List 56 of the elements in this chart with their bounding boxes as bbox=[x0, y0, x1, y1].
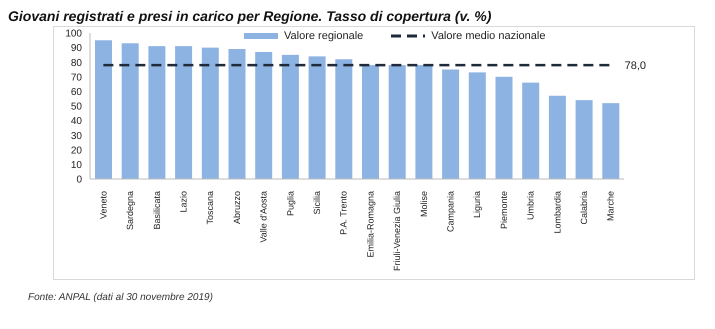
bar bbox=[255, 52, 272, 179]
y-tick-label: 10 bbox=[70, 160, 82, 171]
data-label: 78,0 bbox=[624, 60, 646, 72]
bar bbox=[362, 65, 379, 179]
source-note: Fonte: ANPAL (dati al 30 novembre 2019) bbox=[28, 292, 214, 303]
x-tick-label: Basilicata bbox=[152, 191, 162, 230]
x-tick-label: Lombardia bbox=[552, 191, 562, 234]
y-tick-label: 20 bbox=[70, 145, 82, 156]
bar bbox=[496, 76, 512, 179]
bar bbox=[442, 70, 460, 179]
bar bbox=[282, 54, 299, 179]
bar bbox=[95, 40, 112, 179]
y-tick-label: 90 bbox=[70, 43, 82, 54]
bar bbox=[576, 100, 593, 179]
x-tick-label: Lazio bbox=[178, 191, 188, 213]
x-tick-label: Veneto bbox=[98, 191, 108, 220]
x-tick-label: Umbria bbox=[526, 191, 536, 220]
x-tick-label: Abruzzo bbox=[232, 191, 242, 224]
x-tick-label: Friuli-Venezia Giulia bbox=[392, 191, 402, 272]
bar bbox=[468, 72, 486, 179]
x-tick-label: Sardegna bbox=[125, 191, 136, 230]
bar bbox=[415, 65, 432, 179]
y-tick-label: 100 bbox=[65, 28, 82, 40]
bar bbox=[548, 96, 566, 179]
x-tick-label: Molise bbox=[418, 191, 429, 218]
x-tick-label: Marche bbox=[606, 191, 616, 222]
chart-title: Giovani registrati e presi in carico per Regione. Tasso di copertura (v. %) bbox=[8, 8, 492, 24]
y-tick-label: 30 bbox=[70, 130, 82, 142]
x-tick-label: Toscana bbox=[205, 191, 216, 225]
legend-label: Valore medio nazionale bbox=[431, 30, 546, 42]
x-tick-label: Piemonte bbox=[498, 191, 509, 230]
bar bbox=[175, 46, 192, 179]
y-tick-label: 60 bbox=[70, 86, 82, 98]
x-tick-label: Valle d'Aosta bbox=[258, 191, 269, 243]
x-tick-label: P.A. Trento bbox=[338, 191, 349, 235]
bar bbox=[602, 103, 620, 179]
x-tick-label: Campania bbox=[445, 191, 456, 232]
x-tick-label: Calabria bbox=[578, 191, 589, 225]
legend-label: Valore regionale bbox=[284, 30, 364, 42]
y-tick-label: 80 bbox=[70, 58, 82, 69]
x-tick-label: Emilia-Romagna bbox=[365, 191, 376, 258]
bar bbox=[122, 43, 139, 179]
x-tick-label: Liguria bbox=[472, 191, 482, 218]
bar bbox=[522, 82, 540, 179]
bar bbox=[148, 46, 166, 179]
y-tick-label: 0 bbox=[76, 174, 82, 186]
bar bbox=[335, 59, 352, 179]
x-tick-label: Puglia bbox=[285, 191, 296, 216]
y-tick-label: 70 bbox=[70, 72, 82, 84]
bar bbox=[202, 48, 219, 179]
x-tick-label: Sicilia bbox=[312, 191, 322, 215]
bar bbox=[308, 56, 326, 179]
y-tick-label: 50 bbox=[70, 102, 82, 113]
y-tick-label: 40 bbox=[70, 116, 82, 128]
bar bbox=[228, 49, 246, 179]
bar bbox=[388, 65, 406, 179]
